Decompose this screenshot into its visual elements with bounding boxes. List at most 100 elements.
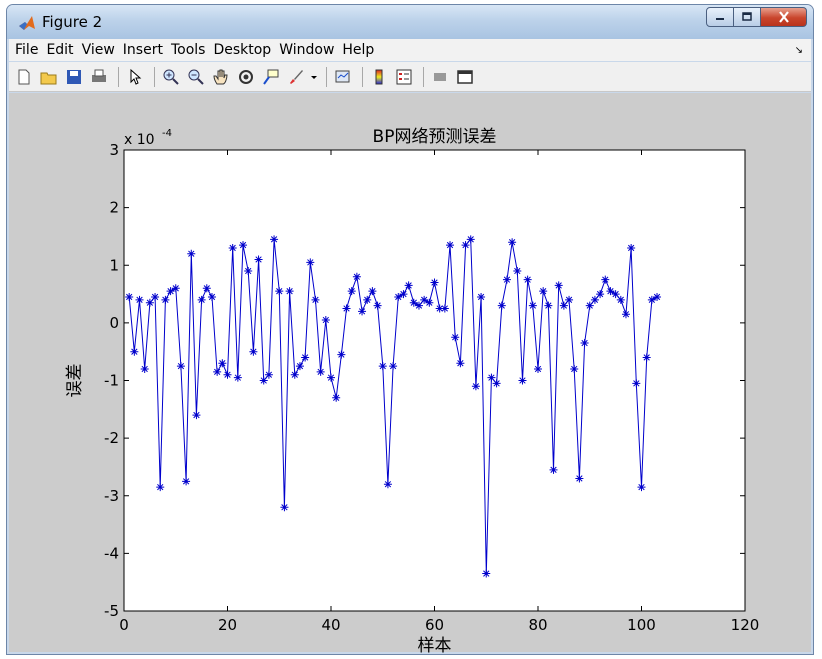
data-point	[135, 295, 144, 304]
data-point	[358, 307, 367, 316]
menu-file[interactable]: File	[15, 42, 39, 58]
data-point	[590, 295, 599, 304]
brush-button[interactable]	[285, 66, 307, 88]
menu-help[interactable]: Help	[342, 42, 375, 58]
data-point	[528, 301, 537, 310]
open-file-button[interactable]	[38, 66, 60, 88]
data-point	[337, 350, 346, 359]
data-point	[497, 301, 506, 310]
toolbar-separator	[154, 66, 155, 87]
data-point	[414, 301, 423, 310]
data-point	[311, 295, 320, 304]
data-point	[352, 272, 361, 281]
toolbar-separator	[326, 66, 327, 87]
data-point	[161, 295, 170, 304]
menu-desktop[interactable]: Desktop	[213, 42, 272, 58]
y-tick-label: 2	[109, 199, 119, 217]
data-point	[125, 292, 134, 301]
data-point	[580, 339, 589, 348]
print-button[interactable]	[88, 66, 110, 88]
y-tick-label: -5	[104, 602, 119, 620]
zoom-out-button[interactable]	[185, 66, 207, 88]
data-point	[487, 373, 496, 382]
zoom-in-button[interactable]	[160, 66, 182, 88]
close-icon	[778, 11, 789, 23]
data-point	[202, 284, 211, 293]
data-point	[601, 275, 610, 284]
show-plot-tools-button[interactable]	[454, 66, 476, 88]
data-point	[632, 379, 641, 388]
data-point	[151, 292, 160, 301]
x-tick-label: 120	[731, 616, 760, 634]
data-point	[575, 474, 584, 483]
axis-ticks: 0 20 40 60 80 100 120 -5 -4 -3 -2 -1 0 1 2 3	[104, 141, 759, 634]
data-point	[187, 249, 196, 258]
y-exponent-label: x 10	[124, 132, 155, 148]
colorbar-button[interactable]	[368, 66, 390, 88]
hide-plot-tools-button[interactable]	[429, 66, 451, 88]
menu-tools[interactable]: Tools	[170, 42, 206, 58]
toolbar-separator	[423, 66, 424, 87]
edit-plot-button[interactable]	[124, 66, 146, 88]
data-point	[140, 364, 149, 373]
data-point	[239, 241, 248, 250]
dock-arrow-icon[interactable]: ↘	[794, 45, 803, 56]
data-point	[223, 370, 232, 379]
data-point	[539, 287, 548, 296]
error-plot[interactable]: 0 20 40 60 80 100 120 -5 -4 -3 -2 -1 0 1 2 3 BP网络预测误差 样…	[9, 93, 813, 653]
data-point	[637, 483, 646, 492]
menu-edit[interactable]: Edit	[46, 42, 74, 58]
series-markers	[125, 235, 662, 578]
open-icon	[40, 72, 57, 84]
data-point	[368, 287, 377, 296]
minimize-icon	[716, 18, 724, 20]
data-point	[518, 376, 527, 385]
pointer-icon	[130, 68, 142, 85]
maximize-button[interactable]	[734, 7, 761, 27]
data-point	[264, 370, 273, 379]
data-cursor-button[interactable]	[260, 66, 282, 88]
pan-icon	[213, 69, 228, 84]
data-point	[182, 477, 191, 486]
data-point	[611, 290, 620, 299]
title-bar[interactable]: Figure 2	[7, 5, 813, 39]
minimize-button[interactable]	[706, 7, 734, 27]
data-point	[508, 238, 517, 247]
data-point	[389, 362, 398, 371]
data-point	[383, 480, 392, 489]
legend-icon	[396, 69, 412, 84]
data-point	[327, 373, 335, 382]
figure-window: Figure 2 File Edit View Insert Tools Des…	[6, 4, 814, 655]
data-point	[156, 483, 165, 492]
y-tick-label: -2	[104, 429, 119, 447]
data-point	[554, 281, 563, 290]
data-point	[166, 287, 175, 296]
data-point	[596, 290, 605, 299]
x-tick-label: 0	[119, 616, 129, 634]
chart-title: BP网络预测误差	[373, 127, 497, 147]
data-point	[425, 298, 434, 307]
rotate-3d-button[interactable]	[235, 66, 257, 88]
close-button[interactable]	[761, 7, 807, 27]
data-point	[130, 347, 139, 356]
menu-insert[interactable]: Insert	[122, 42, 163, 58]
x-tick-label: 40	[321, 616, 340, 634]
data-point	[471, 382, 480, 391]
x-tick-label: 20	[218, 616, 237, 634]
data-point	[440, 304, 449, 313]
data-point	[585, 301, 594, 310]
data-point	[544, 301, 553, 310]
brush-dropdown[interactable]	[310, 66, 318, 88]
link-plot-button[interactable]	[332, 66, 354, 88]
menu-view[interactable]: View	[81, 42, 115, 58]
save-button[interactable]	[63, 66, 85, 88]
pan-button[interactable]	[210, 66, 232, 88]
y-axis-label: 误差	[65, 364, 85, 398]
legend-button[interactable]	[393, 66, 415, 88]
data-point	[404, 281, 413, 290]
data-point	[347, 287, 356, 296]
data-point	[482, 569, 491, 578]
menu-window[interactable]: Window	[279, 42, 335, 58]
data-point	[435, 304, 444, 313]
new-figure-button[interactable]	[13, 66, 35, 88]
